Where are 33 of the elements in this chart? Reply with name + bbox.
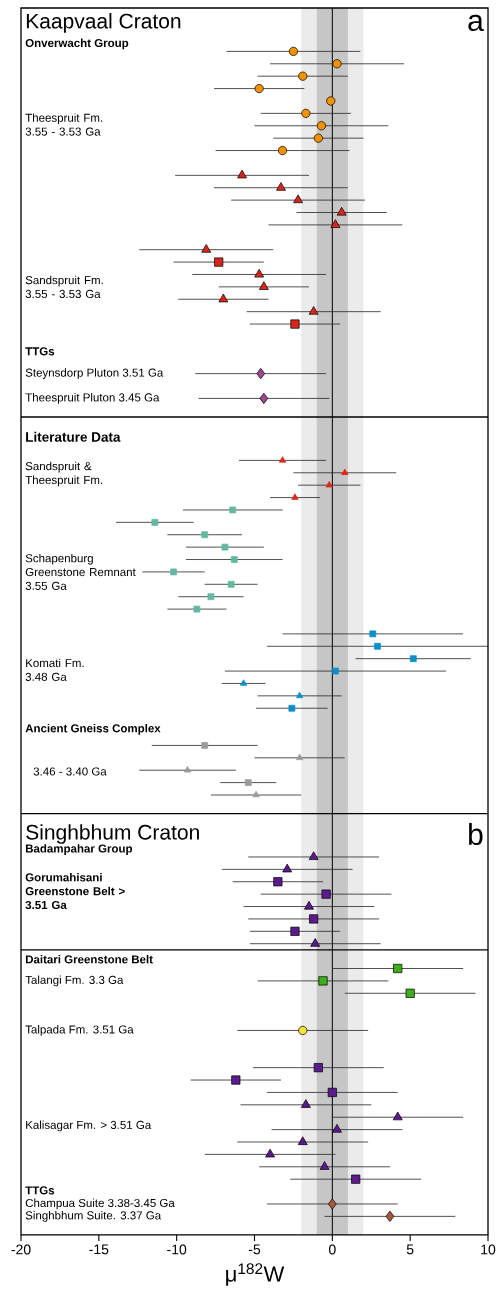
annotation: Theespruit Fm. 3.55 - 3.53 Ga xyxy=(25,113,103,136)
x-tick-label: -15 xyxy=(89,1244,109,1255)
annotation: Onverwacht Group xyxy=(25,38,129,50)
annotation: Theespruit Pluton 3.45 Ga xyxy=(25,393,160,404)
annotation: Literature Data xyxy=(26,431,121,442)
annotation: Talangi Fm. 3.3 Ga xyxy=(25,975,124,987)
x-tick-label: 5 xyxy=(406,1244,414,1255)
annotation: Gorumahisani Greenstone Belt > 3.51 Ga xyxy=(25,873,125,910)
annotation: Steynsdorp Pluton 3.51 Ga xyxy=(25,368,164,379)
annotation: Talpada Fm. 3.51 Ga xyxy=(25,1025,134,1036)
x-tick-label: 0 xyxy=(328,1244,336,1255)
annotation: Champua Suite 3.38-3.45 Ga xyxy=(25,1198,175,1210)
annotation: 3.46 - 3.40 Ga xyxy=(33,767,107,776)
annotation: TTGs xyxy=(25,347,55,356)
annotation: b xyxy=(469,823,483,846)
annotation: Badampahar Group xyxy=(25,844,133,855)
annotation: Schapenburg Greenstone Remnant 3.55 Ga xyxy=(25,553,136,590)
annotation: Sandspruit Fm. 3.55 - 3.53 Ga xyxy=(25,275,103,298)
x-tick-label: 10 xyxy=(481,1244,496,1255)
annotation: Komati Fm. 3.48 Ga xyxy=(25,658,84,681)
annotation: Kalisagar Fm. > 3.51 Ga xyxy=(26,1120,152,1132)
annotation: Singhbhum Suite. 3.37 Ga xyxy=(25,1211,162,1222)
annotation: TTGs xyxy=(25,1186,55,1195)
annotation: a xyxy=(468,14,484,32)
annotation: Ancient Gneiss Complex xyxy=(25,723,161,735)
x-tick-label: -10 xyxy=(167,1244,187,1255)
x-tick-label: -20 xyxy=(11,1244,31,1255)
annotation: Daitari Greenstone Belt xyxy=(25,954,153,964)
x-axis-title: μ$^{182}$W xyxy=(226,1263,285,1286)
annotation: Singhbhum Craton xyxy=(26,824,199,844)
x-tick-label: -5 xyxy=(248,1244,261,1255)
annotation: Sandspruit & Theespruit Fm. xyxy=(25,461,103,487)
annotation: Kaapvaal Craton xyxy=(26,13,181,33)
